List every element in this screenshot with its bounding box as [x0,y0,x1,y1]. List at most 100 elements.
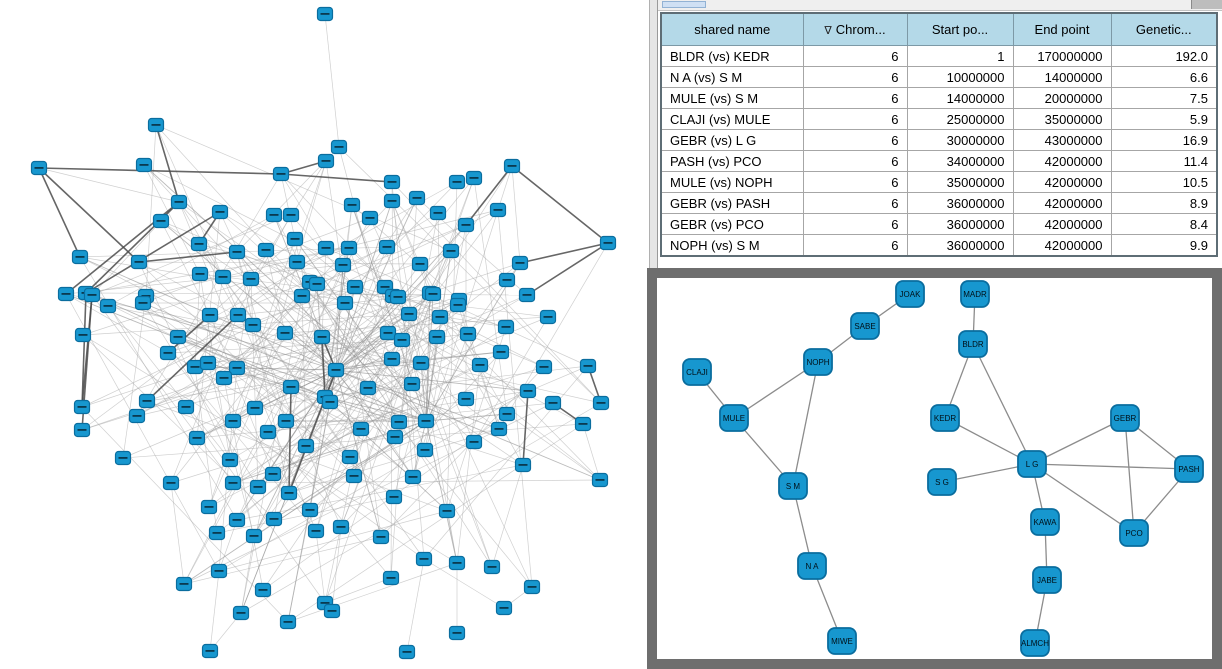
cell-value[interactable]: 6 [802,213,908,235]
cell-value[interactable]: 6 [802,87,908,109]
subnetwork-node-l-g[interactable] [1017,450,1047,478]
cell-shared-name[interactable]: MULE (vs) NOPH [660,171,804,193]
filter-icon[interactable]: ∇ [824,25,832,37]
cell-value[interactable]: 170000000 [1012,45,1112,67]
table-horizontal-scrollbar[interactable] [658,0,1222,11]
cell-shared-name[interactable]: GEBR (vs) L G [660,129,804,151]
cell-value[interactable]: 6 [802,45,908,67]
node-label [331,369,341,371]
cell-value[interactable]: 14000000 [1012,66,1112,88]
subnetwork-node-jabe[interactable] [1032,566,1062,594]
cell-value[interactable]: 10000000 [906,66,1014,88]
cell-value[interactable]: 36000000 [906,213,1014,235]
subnetwork-node-sabe[interactable] [850,312,880,340]
subnetwork-node-gebr[interactable] [1110,404,1140,432]
table-row[interactable]: NOPH (vs) S M 6 36000000 42000000 9.9 [660,234,1218,257]
cell-value[interactable]: 42000000 [1012,234,1112,257]
cell-value[interactable]: 25000000 [906,108,1014,130]
cell-value[interactable]: 10.5 [1110,171,1218,193]
cell-value[interactable]: 6 [802,66,908,88]
cell-value[interactable]: 42000000 [1012,213,1112,235]
scrollbar-thumb[interactable] [662,1,706,8]
cell-value[interactable]: 6 [802,234,908,257]
cell-value[interactable]: 8.9 [1110,192,1218,214]
subnetwork-node-n-a[interactable] [797,552,827,580]
subnetwork-node-madr[interactable] [960,280,990,308]
cell-value[interactable]: 42000000 [1012,171,1112,193]
cell-value[interactable]: 192.0 [1110,45,1218,67]
cell-shared-name[interactable]: GEBR (vs) PCO [660,213,804,235]
cell-value[interactable]: 7.5 [1110,87,1218,109]
subnetwork-node-pash[interactable] [1174,455,1204,483]
subnetwork-node-mule[interactable] [719,404,749,432]
cell-shared-name[interactable]: BLDR (vs) KEDR [660,45,804,67]
cell-value[interactable]: 30000000 [906,129,1014,151]
table-row[interactable]: GEBR (vs) PASH 6 36000000 42000000 8.9 [660,192,1218,214]
subnetwork-edge [972,343,1033,465]
node-label [493,209,503,211]
table-row[interactable]: N A (vs) S M 6 10000000 14000000 6.6 [660,66,1218,88]
main-network-panel[interactable] [0,0,650,669]
cell-value[interactable]: 6 [802,129,908,151]
table-row[interactable]: PASH (vs) PCO 6 34000000 42000000 11.4 [660,150,1218,172]
cell-value[interactable]: 36000000 [906,234,1014,257]
cell-shared-name[interactable]: GEBR (vs) PASH [660,192,804,214]
cell-value[interactable]: 34000000 [906,150,1014,172]
column-header-chrom---[interactable]: ∇ Chrom... [802,12,908,46]
subnetwork-node-kedr[interactable] [930,404,960,432]
cell-value[interactable]: 35000000 [1012,108,1112,130]
node-label [103,305,113,307]
cell-value[interactable]: 20000000 [1012,87,1112,109]
cell-value[interactable]: 8.4 [1110,213,1218,235]
table-row[interactable]: MULE (vs) S M 6 14000000 20000000 7.5 [660,87,1218,109]
cell-value[interactable]: 6 [802,171,908,193]
subnetwork-node-bldr[interactable] [958,330,988,358]
cell-value[interactable]: 43000000 [1012,129,1112,151]
main-network-canvas[interactable] [0,0,650,669]
cell-value[interactable]: 6 [802,192,908,214]
network-edge [38,167,180,203]
table-row[interactable]: GEBR (vs) PCO 6 36000000 42000000 8.4 [660,213,1218,235]
cell-value[interactable]: 42000000 [1012,150,1112,172]
subnetwork-node-kawa[interactable] [1030,508,1060,536]
subnetwork-node-miwe[interactable] [827,627,857,655]
cell-shared-name[interactable]: MULE (vs) S M [660,87,804,109]
cell-value[interactable]: 9.9 [1110,234,1218,257]
network-edge [511,165,521,264]
cell-value[interactable]: 35000000 [906,171,1014,193]
table-row[interactable]: BLDR (vs) KEDR 6 1 170000000 192.0 [660,45,1218,67]
table-row[interactable]: MULE (vs) NOPH 6 35000000 42000000 10.5 [660,171,1218,193]
column-header-start-po---[interactable]: Start po... [906,12,1014,46]
table-row[interactable]: CLAJI (vs) MULE 6 25000000 35000000 5.9 [660,108,1218,130]
column-header-shared-name[interactable]: shared name [660,12,804,46]
subnetwork-node-joak[interactable] [895,280,925,308]
cell-value[interactable]: 1 [906,45,1014,67]
subnetwork-node-s-g[interactable] [927,468,957,496]
node-label [280,332,290,334]
cell-value[interactable]: 14000000 [906,87,1014,109]
cell-value[interactable]: 5.9 [1110,108,1218,130]
cell-value[interactable]: 6.6 [1110,66,1218,88]
cell-shared-name[interactable]: CLAJI (vs) MULE [660,108,804,130]
subnetwork-canvas[interactable]: JOAK MADR SABE BLDR NOPH CLAJI MULE KEDR GEBR L G… [657,278,1212,659]
subnetwork-node-almch[interactable] [1020,629,1050,657]
table-row[interactable]: GEBR (vs) L G 6 30000000 43000000 16.9 [660,129,1218,151]
cell-value[interactable]: 11.4 [1110,150,1218,172]
subnetwork-node-pco[interactable] [1119,519,1149,547]
cell-value[interactable]: 36000000 [906,192,1014,214]
cell-value[interactable]: 16.9 [1110,129,1218,151]
subnetwork-node-claji[interactable] [682,358,712,386]
subnetwork-edge [1031,463,1135,534]
subnetwork-node-s-m[interactable] [778,472,808,500]
subnetwork-node-noph[interactable] [803,348,833,376]
cell-shared-name[interactable]: PASH (vs) PCO [660,150,804,172]
cell-value[interactable]: 6 [802,150,908,172]
column-header-genetic---[interactable]: Genetic... [1110,12,1218,46]
cell-shared-name[interactable]: N A (vs) S M [660,66,804,88]
column-header-end-point[interactable]: End point [1012,12,1112,46]
cell-shared-name[interactable]: NOPH (vs) S M [660,234,804,257]
cell-value[interactable]: 42000000 [1012,192,1112,214]
node-label [228,482,238,484]
node-label [433,212,443,214]
cell-value[interactable]: 6 [802,108,908,130]
